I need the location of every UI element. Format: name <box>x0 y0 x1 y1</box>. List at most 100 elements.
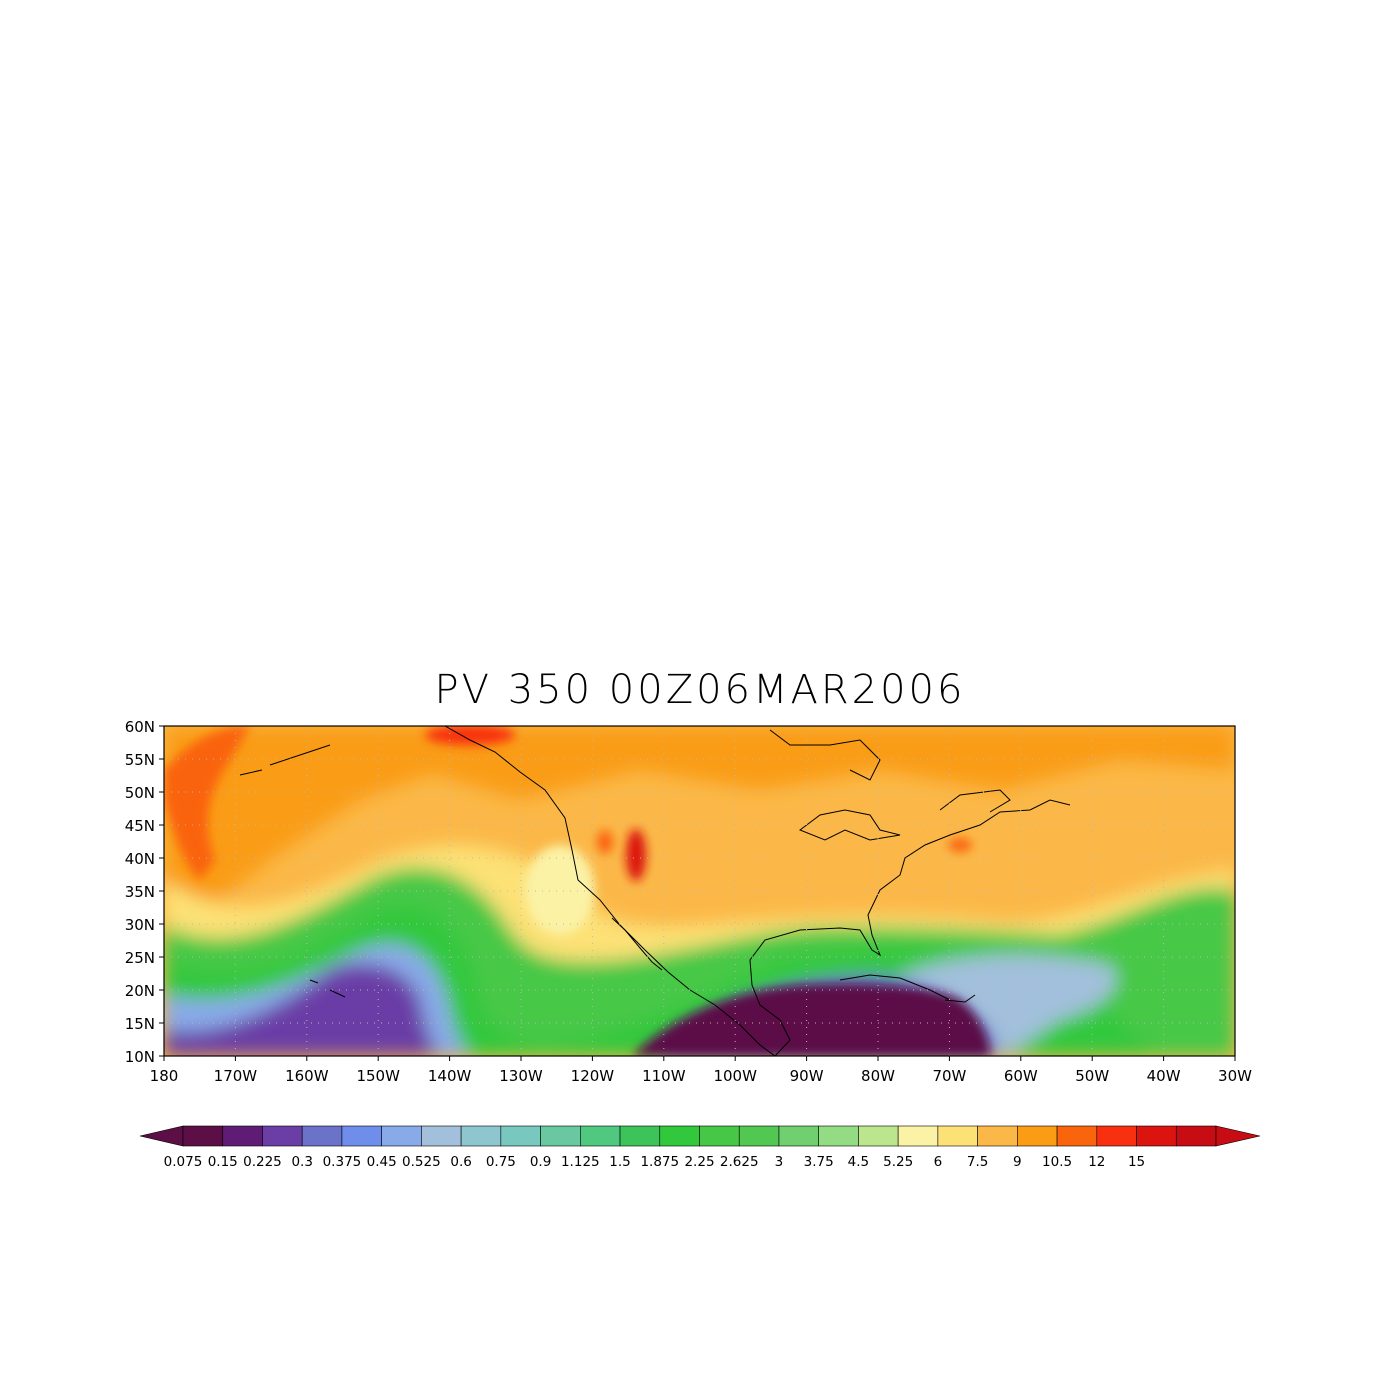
pv-high-newengland <box>948 838 972 852</box>
coastline-gulf <box>749 799 1071 1056</box>
lat-tick-label: 60N <box>125 718 155 736</box>
colorbar-box <box>858 1125 899 1147</box>
colorbar-label: 3 <box>775 1154 784 1170</box>
colorbar-box <box>818 1125 859 1147</box>
lat-tick-label: 25N <box>125 949 155 967</box>
pv-high-rockies <box>626 829 646 881</box>
colorbar-box <box>778 1125 819 1147</box>
colorbar: 0.075 0.15 0.225 0.3 0.375 0.45 0.525 0.6 0.75 0.… <box>139 1125 1261 1170</box>
lat-tick-label: 45N <box>125 817 155 835</box>
coastline-nova-scotia <box>939 789 1011 813</box>
colorbar-box <box>619 1125 661 1147</box>
colorbar-label: 4.5 <box>848 1154 869 1170</box>
colorbar-label: 0.15 <box>208 1154 238 1170</box>
pv-high-rockies-west <box>597 830 613 854</box>
colorbar-box <box>341 1125 382 1147</box>
lon-tick-label: 170W <box>214 1067 258 1085</box>
colorbar-label: 2.25 <box>684 1154 714 1170</box>
colorbar-box <box>738 1125 780 1147</box>
lon-tick-label: 80W <box>861 1067 895 1085</box>
colorbar-label: 0.75 <box>486 1154 516 1170</box>
colorbar-extend-low <box>139 1125 184 1147</box>
lat-tick-label: 30N <box>125 916 155 934</box>
colorbar-label: 0.6 <box>450 1154 471 1170</box>
colorbar-box <box>222 1125 263 1147</box>
lon-tick-label: 40W <box>1147 1067 1181 1085</box>
lon-tick-label: 130W <box>499 1067 543 1085</box>
map-title: PV 350 00Z06MAR2006 <box>435 667 966 713</box>
lat-tick-label: 40N <box>125 850 155 868</box>
colorbar-label: 0.9 <box>530 1154 551 1170</box>
pv-purple-pacific <box>164 964 440 1056</box>
colorbar-box <box>262 1125 303 1147</box>
lat-axis: 60N 55N 50N 45N 40N 35N 30N 25N 20N 15N 10N <box>125 718 164 1066</box>
colorbar-box <box>580 1125 621 1147</box>
colorbar-label: 1.875 <box>640 1154 679 1170</box>
pv-low-core <box>632 983 990 1056</box>
colorbar-box <box>977 1125 1018 1147</box>
coastline-hudson <box>769 729 881 781</box>
lon-tick-label: 30W <box>1218 1067 1252 1085</box>
colorbar-label: 0.075 <box>164 1154 203 1170</box>
colorbar-label: 0.45 <box>367 1154 397 1170</box>
colorbar-label: 5.25 <box>883 1154 913 1170</box>
colorbar-label: 15 <box>1128 1154 1145 1170</box>
lon-tick-label: 60W <box>1004 1067 1038 1085</box>
colorbar-box <box>500 1125 541 1147</box>
colorbar-box <box>897 1125 939 1147</box>
colorbar-box <box>381 1125 422 1147</box>
colorbar-label: 6 <box>934 1154 943 1170</box>
lat-tick-label: 50N <box>125 784 155 802</box>
lon-tick-label: 120W <box>571 1067 615 1085</box>
colorbar-label: 0.375 <box>323 1154 362 1170</box>
colorbar-box <box>699 1125 740 1147</box>
colorbar-box <box>1096 1125 1137 1147</box>
colorbar-box <box>1017 1125 1058 1147</box>
pv-high-northeast-pacific <box>425 726 515 745</box>
coastlines <box>239 726 1071 1056</box>
colorbar-label: 1.5 <box>609 1154 630 1170</box>
colorbar-label: 1.125 <box>561 1154 600 1170</box>
lon-tick-label: 160W <box>285 1067 329 1085</box>
colorbar-label: 0.525 <box>402 1154 441 1170</box>
colorbar-box <box>182 1125 224 1147</box>
coastline-hawaii <box>309 979 346 998</box>
colorbar-box <box>659 1125 700 1147</box>
lon-tick-label: 180 <box>150 1067 179 1085</box>
coastline-hispaniola <box>944 994 976 1003</box>
lon-tick-label: 50W <box>1075 1067 1109 1085</box>
coastline-north-america-west <box>444 726 776 1056</box>
colorbar-box <box>421 1125 462 1147</box>
pv-field <box>164 726 1235 1056</box>
lat-tick-label: 35N <box>125 883 155 901</box>
lon-tick-label: 70W <box>932 1067 966 1085</box>
pv-low-baja <box>525 845 595 935</box>
colorbar-label: 2.625 <box>720 1154 759 1170</box>
coastline-baja <box>611 917 663 971</box>
pv-high-northwest <box>164 726 250 880</box>
lon-tick-label: 150W <box>356 1067 400 1085</box>
colorbar-label: 7.5 <box>967 1154 988 1170</box>
coastline-cuba <box>839 974 951 1001</box>
lon-tick-label: 110W <box>642 1067 686 1085</box>
colorbar-label: 0.225 <box>243 1154 282 1170</box>
colorbar-box <box>301 1125 343 1147</box>
colorbar-label: 9 <box>1013 1154 1022 1170</box>
colorbar-box <box>1136 1125 1177 1147</box>
colorbar-label: 10.5 <box>1042 1154 1072 1170</box>
lon-axis: 180 170W 160W 150W 140W 130W 120W 110W 100W 90W 80… <box>150 1056 1252 1085</box>
lat-tick-label: 55N <box>125 751 155 769</box>
coastline-alaska-islands <box>239 744 331 776</box>
colorbar-box <box>1056 1125 1098 1147</box>
lat-tick-label: 15N <box>125 1015 155 1033</box>
lon-tick-label: 90W <box>790 1067 824 1085</box>
colorbar-label: 0.3 <box>291 1154 312 1170</box>
colorbar-label: 12 <box>1088 1154 1105 1170</box>
colorbar-extend-high <box>1215 1125 1261 1147</box>
colorbar-label: 3.75 <box>804 1154 834 1170</box>
colorbar-box <box>937 1125 978 1147</box>
colorbar-box <box>540 1125 581 1147</box>
lat-tick-label: 20N <box>125 982 155 1000</box>
lat-tick-label: 10N <box>125 1048 155 1066</box>
